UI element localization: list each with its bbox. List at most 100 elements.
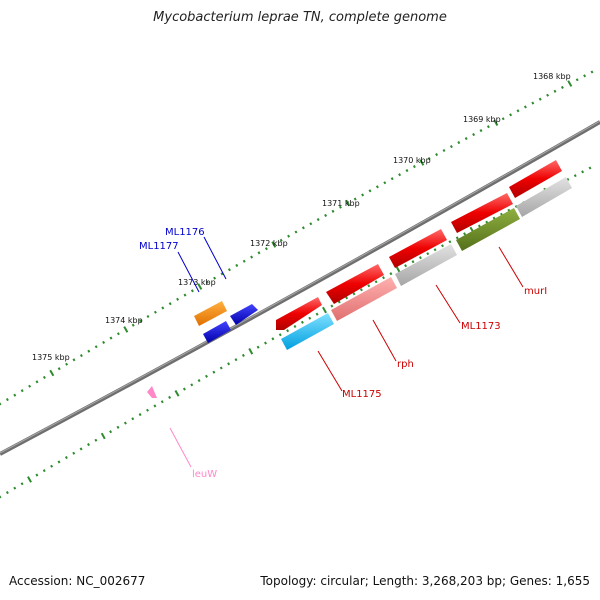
- outer-minor-tick: [20, 389, 24, 393]
- inner-minor-tick: [359, 288, 363, 292]
- outer-minor-tick: [523, 105, 527, 109]
- inner-minor-tick: [293, 324, 297, 329]
- inner-minor-tick: [433, 248, 437, 252]
- outer-minor-tick: [553, 89, 557, 93]
- gene-label-ML1173[interactable]: ML1173: [461, 321, 501, 332]
- outer-minor-tick: [368, 189, 372, 193]
- gene-cds-pink-rph[interactable]: [331, 277, 397, 321]
- inner-minor-tick: [87, 443, 90, 447]
- inner-major-tick: [395, 266, 401, 273]
- tick-label-1374: 1374 kbp: [105, 316, 143, 325]
- gene-cds-cyan-ML1175[interactable]: [281, 313, 334, 350]
- gene-cds-red-3[interactable]: [389, 229, 447, 268]
- inner-minor-tick: [72, 451, 76, 455]
- inner-tick-ring: [0, 166, 592, 499]
- outer-major-tick: [345, 199, 351, 207]
- outer-minor-tick: [472, 133, 476, 137]
- outer-minor-tick: [361, 193, 365, 197]
- inner-minor-tick: [131, 417, 135, 421]
- inner-minor-tick: [463, 232, 467, 236]
- outer-minor-tick: [427, 157, 431, 161]
- inner-major-tick: [174, 390, 180, 397]
- inner-minor-tick: [286, 329, 290, 333]
- outer-minor-tick: [353, 197, 357, 201]
- outer-minor-tick: [398, 173, 402, 177]
- gene-label-ML1176[interactable]: ML1176: [165, 227, 205, 238]
- gene-cds-blue-ML1177[interactable]: [203, 321, 231, 343]
- inner-minor-tick: [227, 362, 231, 366]
- gene-label-leuW[interactable]: leuW: [192, 469, 217, 480]
- inner-minor-tick: [337, 300, 341, 304]
- gene-cds-olive-murI[interactable]: [456, 208, 520, 251]
- inner-major-tick: [27, 476, 32, 483]
- inner-minor-tick: [566, 177, 570, 181]
- gene-label-murI[interactable]: murI: [524, 286, 547, 297]
- inner-minor-tick: [264, 341, 267, 345]
- outer-minor-tick: [190, 289, 194, 293]
- outer-minor-tick: [435, 153, 439, 157]
- inner-minor-tick: [94, 438, 98, 442]
- outer-minor-tick: [65, 362, 69, 366]
- outer-minor-tick: [331, 209, 335, 213]
- outer-minor-tick: [57, 367, 61, 371]
- genome-backbone: [0, 120, 600, 456]
- outer-minor-tick: [264, 247, 268, 251]
- inner-minor-tick: [212, 370, 216, 374]
- trna-leuW[interactable]: [147, 386, 157, 398]
- outer-minor-tick: [590, 70, 594, 74]
- outer-minor-tick: [294, 230, 298, 234]
- gene-label-rph[interactable]: rph: [397, 359, 414, 370]
- gene-cds-red-4[interactable]: [451, 193, 513, 233]
- inner-minor-tick: [42, 469, 46, 473]
- outer-minor-tick: [220, 272, 224, 276]
- inner-major-tick: [248, 348, 254, 355]
- outer-minor-tick: [235, 263, 239, 267]
- outer-minor-tick: [405, 169, 409, 173]
- outer-minor-tick: [213, 276, 217, 280]
- outer-minor-tick: [412, 165, 416, 169]
- gene-cds-blue-ML1176[interactable]: [230, 304, 258, 325]
- outer-minor-tick: [72, 358, 76, 362]
- gene-cds-red-1[interactable]: [276, 297, 322, 330]
- outer-minor-tick: [168, 302, 172, 306]
- genome-summary-text: Topology: circular; Length: 3,268,203 bp…: [260, 574, 590, 588]
- gene-cds-grey-2[interactable]: [516, 177, 572, 217]
- outer-minor-tick: [257, 251, 261, 255]
- gene-cds-red-2[interactable]: [326, 264, 384, 304]
- inner-minor-tick: [13, 486, 17, 490]
- inner-minor-tick: [234, 358, 238, 362]
- inner-minor-tick: [182, 387, 186, 391]
- inner-minor-tick: [35, 473, 39, 477]
- gene-label-ML1175[interactable]: ML1175: [342, 389, 382, 400]
- inner-minor-tick: [581, 170, 585, 174]
- outer-minor-tick: [183, 293, 187, 297]
- inner-minor-tick: [50, 464, 54, 468]
- label-leaders: [169, 236, 524, 468]
- inner-minor-tick: [123, 421, 127, 425]
- outer-minor-tick: [301, 226, 305, 230]
- outer-minor-tick: [87, 349, 91, 353]
- inner-minor-tick: [205, 374, 208, 378]
- inner-minor-tick: [116, 425, 120, 429]
- gene-label-ML1177[interactable]: ML1177: [139, 241, 179, 252]
- gene-cds-grey-ML1173[interactable]: [395, 244, 457, 286]
- outer-minor-tick: [324, 213, 328, 217]
- outer-minor-tick: [516, 109, 520, 113]
- outer-minor-tick: [449, 145, 453, 149]
- inner-minor-tick: [573, 174, 577, 178]
- inner-minor-tick: [256, 345, 260, 349]
- outer-major-tick: [197, 283, 203, 290]
- outer-minor-tick: [383, 181, 387, 185]
- outer-major-tick: [419, 159, 425, 166]
- outer-minor-tick: [94, 345, 98, 349]
- inner-minor-tick: [190, 383, 194, 387]
- gene-cds-red-5[interactable]: [509, 160, 562, 198]
- outer-minor-tick: [464, 137, 468, 141]
- gene-cds-orange-ML1177[interactable]: [194, 301, 227, 326]
- tick-label-1372: 1372 kbp: [250, 239, 288, 248]
- outer-minor-tick: [28, 384, 32, 388]
- inner-minor-tick: [455, 236, 459, 240]
- outer-minor-tick: [227, 268, 231, 272]
- outer-minor-tick: [109, 336, 113, 340]
